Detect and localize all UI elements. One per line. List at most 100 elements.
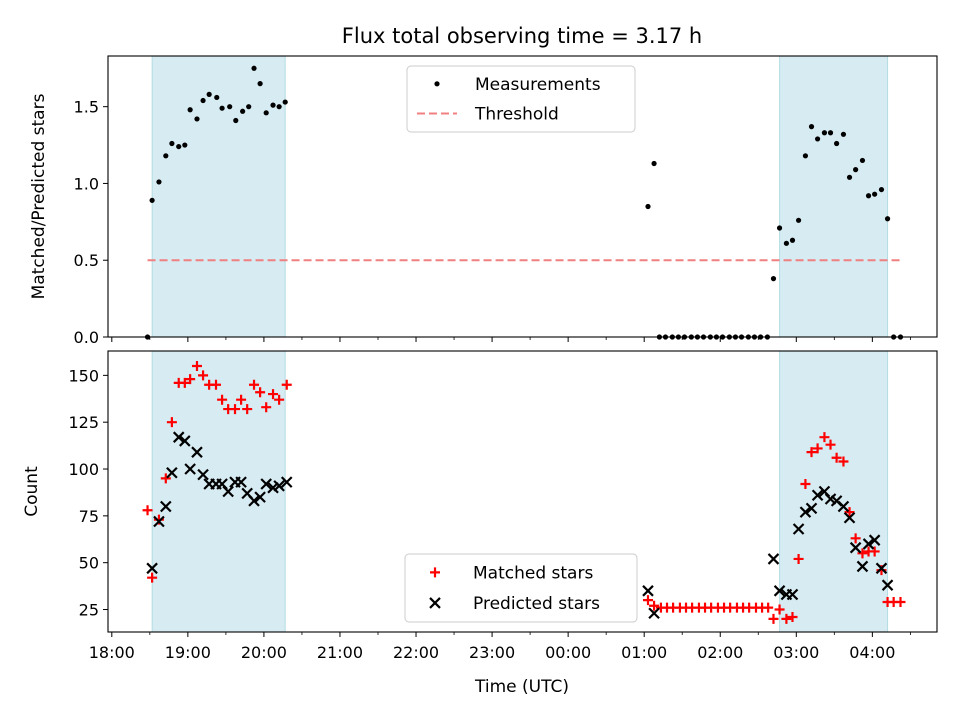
data-point bbox=[837, 500, 850, 513]
data-point bbox=[248, 495, 260, 507]
x-tick-label: 23:00 bbox=[469, 643, 515, 662]
data-point bbox=[884, 216, 891, 222]
data-point bbox=[862, 538, 875, 550]
data-point bbox=[812, 443, 823, 454]
data-point bbox=[805, 502, 818, 515]
data-point bbox=[227, 104, 233, 110]
y-tick-label: 1.0 bbox=[74, 174, 99, 193]
data-point bbox=[869, 546, 880, 557]
data-point bbox=[194, 116, 200, 122]
data-point bbox=[844, 507, 855, 518]
data-point bbox=[166, 466, 178, 479]
data-point bbox=[206, 91, 212, 97]
data-point bbox=[280, 476, 293, 488]
data-point bbox=[792, 523, 805, 535]
x-tick-label: 22:00 bbox=[393, 643, 439, 662]
data-point bbox=[282, 99, 288, 105]
data-point bbox=[649, 600, 660, 611]
data-point bbox=[846, 174, 853, 180]
data-point bbox=[246, 104, 252, 110]
legend-box-top bbox=[406, 65, 636, 133]
legend-label: Measurements bbox=[475, 75, 601, 95]
data-point bbox=[156, 179, 162, 185]
y-tick-label: 100 bbox=[68, 460, 99, 479]
y-tick-label: 150 bbox=[68, 366, 99, 385]
data-point bbox=[849, 541, 862, 554]
data-point bbox=[799, 506, 812, 518]
data-point bbox=[840, 131, 847, 137]
x-tick-label: 21:00 bbox=[317, 643, 363, 662]
data-point bbox=[802, 153, 809, 159]
legend-box-bottom bbox=[404, 553, 638, 623]
data-point bbox=[210, 379, 221, 390]
data-point bbox=[768, 613, 779, 624]
data-point bbox=[222, 485, 234, 498]
x-tick-label: 01:00 bbox=[621, 643, 667, 662]
data-point bbox=[642, 595, 653, 606]
data-point bbox=[179, 377, 190, 388]
data-point bbox=[831, 452, 842, 463]
data-point bbox=[240, 108, 246, 114]
data-point bbox=[774, 604, 785, 615]
data-point bbox=[191, 446, 203, 458]
data-point bbox=[160, 473, 171, 484]
data-point bbox=[142, 505, 153, 516]
y-axis-label-bottom: Count bbox=[22, 466, 42, 517]
data-point bbox=[235, 476, 247, 488]
data-point bbox=[651, 160, 657, 167]
data-point bbox=[859, 157, 866, 164]
data-point bbox=[776, 225, 783, 231]
observing-window-bottom-0 bbox=[151, 350, 286, 633]
y-tick-label: 75 bbox=[79, 507, 99, 526]
chart-panels: 0.0 0.5 1.0 1.5 Matched/Predicted stars Measu… bbox=[22, 55, 938, 662]
data-point bbox=[191, 360, 202, 371]
data-point bbox=[789, 237, 796, 243]
data-point bbox=[767, 553, 780, 565]
data-point bbox=[875, 562, 888, 575]
data-point bbox=[276, 104, 282, 110]
legend-label: Matched stars bbox=[473, 563, 593, 583]
series-matched-stars bbox=[142, 360, 906, 624]
data-point bbox=[268, 389, 279, 400]
legend-symbol bbox=[429, 597, 441, 609]
data-point bbox=[187, 107, 193, 113]
data-point bbox=[834, 140, 840, 147]
observing-window-top-1 bbox=[779, 55, 889, 338]
data-point bbox=[163, 153, 169, 159]
x-axis-label: Time (UTC) bbox=[474, 677, 569, 697]
data-point bbox=[185, 374, 196, 385]
data-point bbox=[251, 65, 257, 71]
plot-frame-bottom bbox=[107, 350, 938, 633]
data-point bbox=[819, 432, 830, 443]
data-point bbox=[843, 511, 856, 524]
data-point bbox=[787, 612, 798, 623]
data-point bbox=[881, 579, 894, 591]
data-point bbox=[786, 588, 799, 601]
y-tick-label: 50 bbox=[79, 554, 99, 573]
legend-symbol bbox=[430, 567, 440, 578]
data-point bbox=[781, 613, 792, 624]
y-tick-label: 0.0 bbox=[74, 328, 99, 347]
data-point bbox=[219, 105, 225, 111]
legend-label: Threshold bbox=[474, 105, 559, 125]
data-point bbox=[166, 417, 177, 428]
y-tick-label: 25 bbox=[79, 601, 99, 620]
data-point bbox=[814, 136, 821, 142]
data-point bbox=[808, 124, 815, 130]
series-predicted-stars bbox=[146, 431, 894, 620]
data-point bbox=[872, 191, 878, 197]
data-point bbox=[200, 97, 206, 104]
data-point bbox=[176, 143, 182, 150]
data-point bbox=[257, 81, 263, 87]
data-point bbox=[230, 404, 241, 415]
data-point bbox=[795, 217, 802, 223]
data-point bbox=[233, 117, 239, 124]
data-point bbox=[273, 480, 285, 492]
data-point bbox=[153, 515, 165, 528]
data-point bbox=[825, 439, 836, 450]
data-point bbox=[645, 203, 651, 210]
y-tick-label: 1.5 bbox=[74, 98, 99, 117]
data-point bbox=[254, 491, 266, 503]
panel-bottom: 18:00 19:00 20:00 21:00 22:00 23:00 00:00 01:00… bbox=[22, 350, 938, 662]
